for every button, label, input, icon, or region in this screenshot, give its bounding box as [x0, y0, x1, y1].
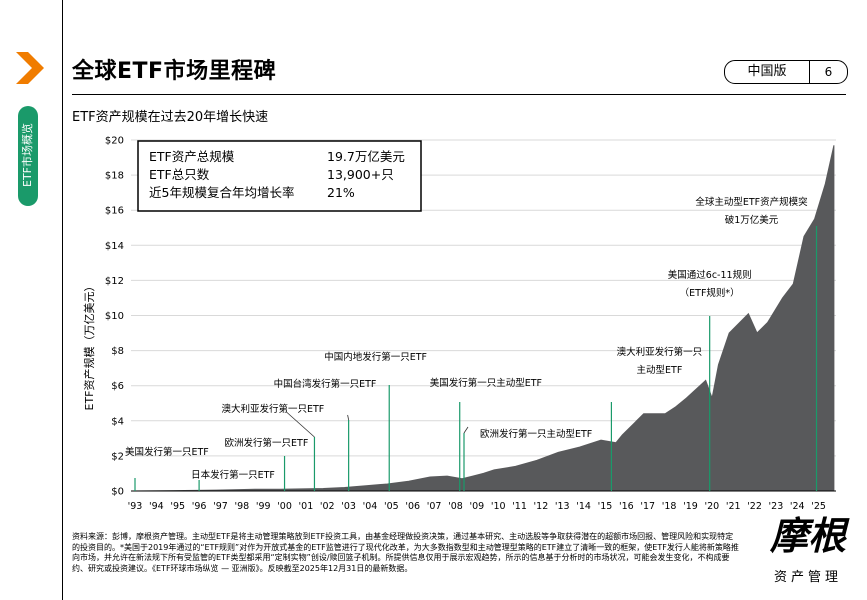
y-tick-label: $2 [111, 451, 124, 462]
aum-area [130, 145, 835, 492]
x-tick-label: '03 [341, 501, 356, 512]
milestone-label: 日本发行第一只ETF [191, 469, 275, 481]
x-tick-label: '21 [726, 501, 741, 512]
page-title: 全球ETF市场里程碑 [72, 59, 277, 84]
x-tick-label: '08 [448, 501, 463, 512]
x-tick-label: '10 [491, 501, 506, 512]
x-tick-label: '11 [512, 501, 527, 512]
x-tick-label: '93 [128, 501, 143, 512]
x-tick-label: '06 [405, 501, 420, 512]
milestone-label: 欧洲发行第一只主动型ETF [480, 428, 592, 440]
x-tick-label: '05 [384, 501, 399, 512]
footnote: 资料来源：彭博，摩根资产管理。主动型ETF是将主动管理策略放到ETF投资工具，由… [72, 532, 739, 573]
x-tick-label: '01 [299, 501, 314, 512]
milestone-leader [286, 411, 315, 438]
x-tick-label: '04 [363, 501, 378, 512]
x-tick-label: '00 [277, 501, 292, 512]
y-tick-label: $4 [111, 416, 124, 427]
summary-label: 近5年规模复合年均增长率 [149, 185, 294, 200]
milestone-label: （ETF规则*） [680, 287, 740, 299]
milestone-label: 澳大利亚发行第一只ETF [221, 403, 324, 415]
x-tick-label: '18 [662, 501, 677, 512]
y-tick-label: $14 [105, 241, 124, 252]
y-tick-label: $6 [111, 381, 124, 392]
section-tab[interactable]: ETF市场概览 [18, 106, 38, 206]
x-tick-label: '22 [747, 501, 762, 512]
milestone-label: 中国内地发行第一只ETF [324, 351, 427, 363]
x-tick-label: '24 [790, 501, 805, 512]
x-tick-label: '15 [598, 501, 613, 512]
x-tick-label: '13 [555, 501, 570, 512]
x-tick-label: '25 [811, 501, 826, 512]
summary-value: 13,900+只 [327, 167, 394, 182]
milestone-label: 美国通过6c-11规则 [668, 269, 752, 281]
y-tick-label: $10 [105, 311, 124, 322]
badge-divider [809, 61, 810, 83]
x-tick-label: '02 [320, 501, 335, 512]
page-number: 6 [824, 65, 833, 79]
chevron-right-icon [16, 52, 44, 84]
milestone-label: 主动型ETF [637, 364, 683, 376]
milestone-label: 美国发行第一只ETF [125, 446, 209, 458]
x-tick-label: '97 [213, 501, 228, 512]
y-tick-label: $20 [105, 136, 124, 147]
y-tick-label: $18 [105, 171, 124, 182]
x-tick-label: '17 [640, 501, 655, 512]
x-tick-label: '96 [192, 501, 207, 512]
x-tick-label: '09 [469, 501, 484, 512]
milestone-label: 中国台湾发行第一只ETF [274, 378, 377, 390]
brand-name: 摩根 [769, 513, 846, 558]
x-tick-label: '12 [534, 501, 549, 512]
y-tick-label: $8 [111, 346, 124, 357]
y-tick-label: $12 [105, 276, 124, 287]
milestone-label: 澳大利亚发行第一只 [617, 346, 703, 358]
title-rule [72, 94, 846, 95]
summary-value: 21% [327, 185, 355, 200]
milestone-label: 欧洲发行第一只ETF [225, 437, 309, 449]
y-tick-label: $0 [111, 487, 124, 498]
milestone-label: 破1万亿美元 [725, 214, 779, 226]
summary-label: ETF资产总规模 [149, 149, 235, 164]
summary-value: 19.7万亿美元 [327, 149, 405, 164]
x-tick-label: '16 [619, 501, 634, 512]
x-tick-label: '07 [427, 501, 442, 512]
x-tick-label: '20 [704, 501, 719, 512]
x-tick-label: '19 [683, 501, 698, 512]
summary-label: ETF总只数 [149, 167, 210, 182]
x-tick-label: '98 [234, 501, 249, 512]
milestone-label: 全球主动型ETF资产规模突 [695, 196, 808, 208]
milestone-leader [347, 414, 350, 421]
x-tick-label: '99 [256, 501, 271, 512]
x-tick-label: '94 [149, 501, 164, 512]
chart-subtitle: ETF资产规模在过去20年增长快速 [72, 110, 269, 125]
summary-box [137, 140, 422, 212]
milestone-label: 美国发行第一只主动型ETF [430, 377, 542, 389]
x-tick-label: '14 [576, 501, 591, 512]
region-label: 中国版 [747, 64, 787, 79]
region-badge: 中国版 6 [724, 60, 848, 84]
milestone-leader [463, 426, 469, 434]
y-tick-label: $16 [105, 206, 124, 217]
left-rule [62, 0, 63, 600]
brand-logo: 摩根 资产管理 [760, 512, 856, 586]
y-axis-title: ETF资产规模（万亿美元） [82, 281, 96, 411]
x-tick-label: '23 [769, 501, 784, 512]
brand-subtitle: 资产管理 [773, 570, 842, 585]
x-tick-label: '95 [170, 501, 185, 512]
